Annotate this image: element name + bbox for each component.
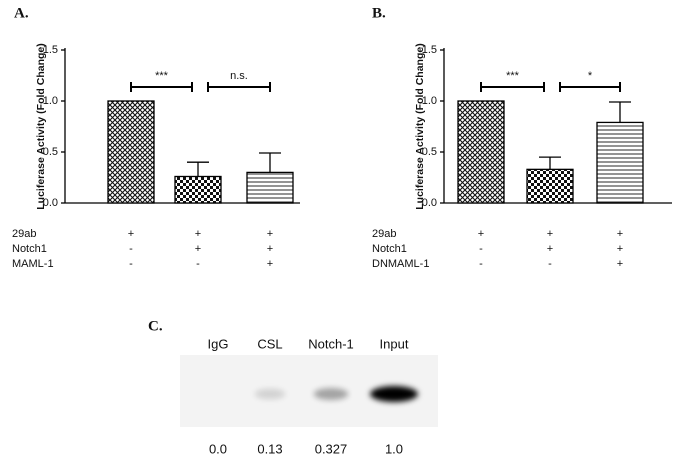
condition-name: 29ab (12, 228, 36, 240)
condition-mark: + (617, 243, 623, 255)
condition-mark: + (195, 228, 201, 240)
panel-label: C. (148, 318, 163, 334)
condition-mark: + (547, 243, 553, 255)
sig-label: * (588, 70, 593, 82)
condition-mark: + (267, 258, 273, 270)
y-axis-label: Luciferase Activity (Fold Change) (414, 43, 426, 209)
condition-mark: + (547, 228, 553, 240)
condition-mark: + (617, 228, 623, 240)
bar (596, 121, 644, 204)
condition-mark: - (129, 243, 133, 255)
condition-mark: + (267, 243, 273, 255)
condition-mark: + (267, 228, 273, 240)
condition-mark: - (479, 243, 483, 255)
sig-label: *** (155, 70, 169, 82)
sig-label: n.s. (230, 70, 248, 82)
y-tick-label: 0.0 (422, 197, 437, 209)
lane-label: IgG (208, 336, 229, 351)
condition-mark: + (478, 228, 484, 240)
bar (526, 168, 574, 204)
condition-mark: - (479, 258, 483, 270)
lane-label: CSL (257, 336, 282, 351)
condition-name: DNMAML-1 (372, 258, 429, 270)
lane-label: Input (380, 336, 409, 351)
panel-label: A. (14, 5, 29, 21)
blot-band (370, 386, 418, 402)
panel-label: B. (372, 5, 386, 21)
condition-name: Notch1 (372, 243, 407, 255)
y-tick-label: 1.5 (422, 44, 437, 56)
y-axis-label: Luciferase Activity (Fold Change) (35, 43, 47, 209)
condition-mark: - (129, 258, 133, 270)
y-tick-label: 1.5 (43, 44, 58, 56)
band-value: 0.327 (315, 441, 348, 456)
condition-name: 29ab (372, 228, 396, 240)
band-value: 0.0 (209, 441, 227, 456)
band-value: 0.13 (257, 441, 282, 456)
condition-mark: + (617, 258, 623, 270)
bar (174, 175, 222, 204)
y-tick-label: 1.0 (43, 95, 58, 107)
y-tick-label: 0.0 (43, 197, 58, 209)
bar (246, 171, 294, 204)
condition-mark: + (128, 228, 134, 240)
y-tick-label: 0.5 (422, 146, 437, 158)
blot-band (313, 388, 349, 400)
y-tick-label: 0.5 (43, 146, 58, 158)
condition-name: Notch1 (12, 243, 47, 255)
condition-mark: - (196, 258, 200, 270)
condition-mark: + (195, 243, 201, 255)
y-tick-label: 1.0 (422, 95, 437, 107)
condition-mark: - (548, 258, 552, 270)
condition-name: MAML-1 (12, 258, 54, 270)
sig-label: *** (506, 70, 520, 82)
blot-band (254, 388, 286, 400)
lane-label: Notch-1 (308, 336, 354, 351)
bar (457, 100, 505, 204)
band-value: 1.0 (385, 441, 403, 456)
bar (107, 100, 155, 204)
